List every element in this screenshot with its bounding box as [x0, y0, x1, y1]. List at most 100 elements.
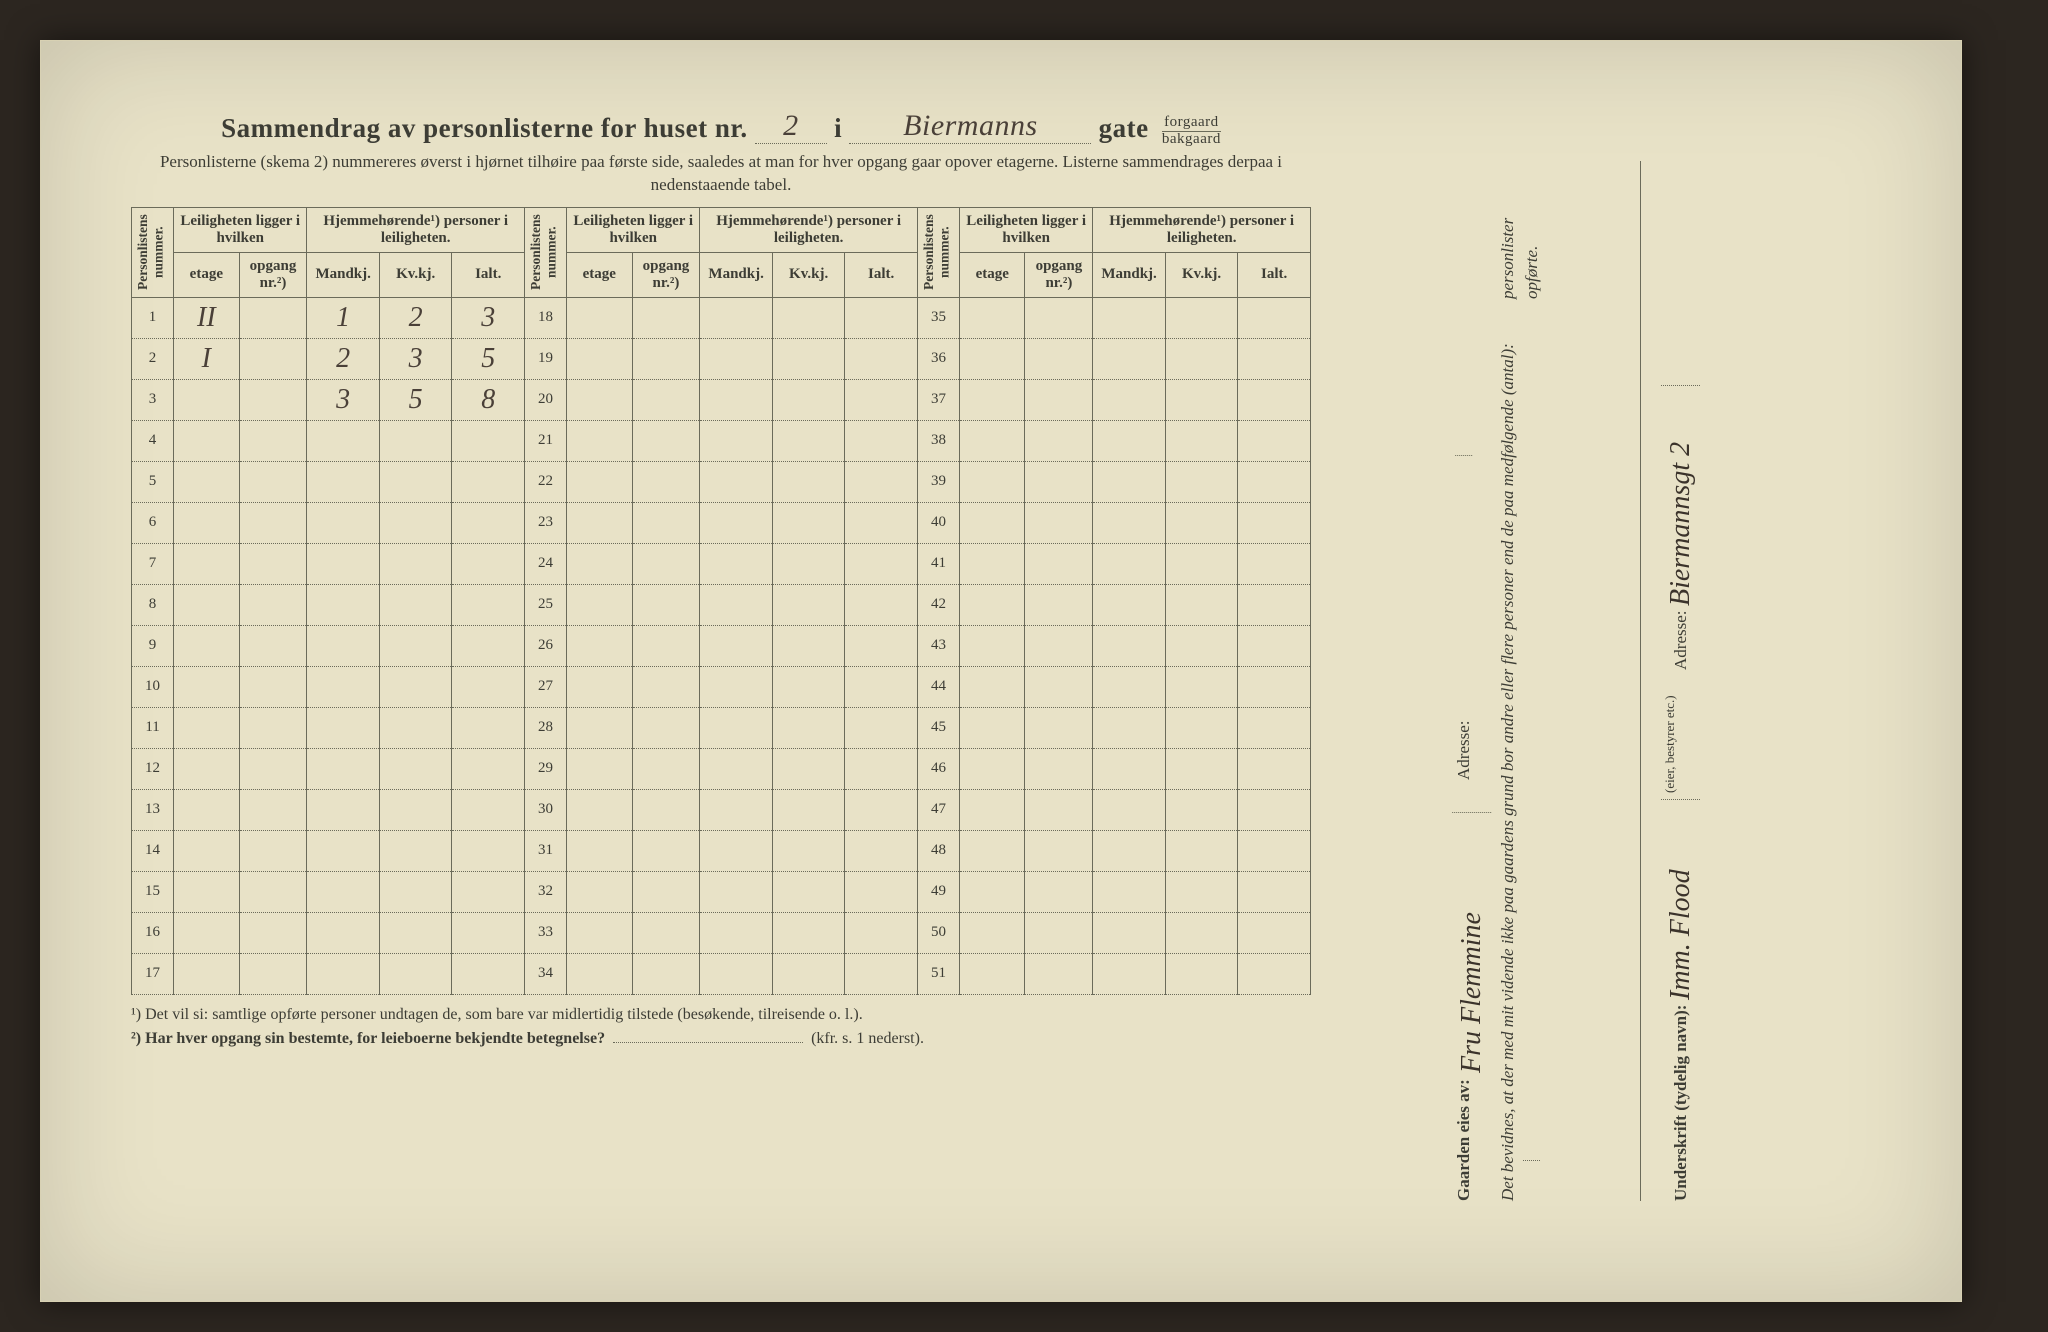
- sig-col-owner: Gaarden eies av: Fru Flemmine Adresse:: [1452, 161, 1491, 1201]
- cell: [174, 830, 239, 871]
- house-no: 2: [755, 109, 827, 144]
- handwritten-value: 5: [481, 343, 495, 374]
- cell: [1238, 461, 1311, 502]
- cell: [1165, 297, 1238, 338]
- cell: [1238, 584, 1311, 625]
- row-number: 21: [524, 420, 566, 461]
- cell: [1093, 502, 1166, 543]
- cell: [1025, 502, 1093, 543]
- cell: [772, 543, 845, 584]
- street-hand: Biermanns: [849, 109, 1091, 144]
- sig-col-bevidnes: Det bevidnes, at der med mit vidende ikk…: [1496, 161, 1641, 1201]
- row-number: 27: [524, 666, 566, 707]
- cell: [960, 912, 1025, 953]
- row-number: 29: [524, 748, 566, 789]
- footnote-2-blank: [613, 1042, 803, 1043]
- cell: [960, 584, 1025, 625]
- cell: [1165, 789, 1238, 830]
- bevidnes-blank: [1523, 1160, 1540, 1201]
- cell: [567, 707, 632, 748]
- row-number: 39: [917, 461, 959, 502]
- cell: [632, 338, 700, 379]
- table-row: 62340: [132, 502, 1311, 543]
- cell: [1165, 625, 1238, 666]
- cell: [632, 502, 700, 543]
- col-etage-1: etage: [174, 252, 239, 297]
- cell: [239, 461, 307, 502]
- cell: 2: [307, 338, 380, 379]
- row-number: 47: [917, 789, 959, 830]
- form-content: Sammendrag av personlisterne for huset n…: [131, 111, 1311, 1052]
- subtitle: Personlisterne (skema 2) nummereres øver…: [131, 151, 1311, 197]
- col-hjem-1: Hjemmehørende¹) personer i leiligheten.: [307, 207, 525, 252]
- cell: [845, 543, 918, 584]
- cell: [307, 502, 380, 543]
- cell: [452, 953, 525, 994]
- cell: [379, 666, 452, 707]
- cell: [174, 420, 239, 461]
- cell: [700, 379, 773, 420]
- col-leil-3: Leiligheten ligger i hvilken: [960, 207, 1093, 252]
- underskrift-hand: Imm. Flood: [1661, 799, 1700, 1000]
- table-row: 72441: [132, 543, 1311, 584]
- table-row: 102744: [132, 666, 1311, 707]
- row-number: 35: [917, 297, 959, 338]
- cell: [379, 912, 452, 953]
- cell: [174, 789, 239, 830]
- cell: [567, 502, 632, 543]
- table-row: 92643: [132, 625, 1311, 666]
- cell: [307, 912, 380, 953]
- cell: [632, 871, 700, 912]
- cell: [1025, 461, 1093, 502]
- col-mandkj-1: Mandkj.: [307, 252, 380, 297]
- cell: [845, 748, 918, 789]
- cell: [1025, 543, 1093, 584]
- cell: [1165, 379, 1238, 420]
- row-number: 11: [132, 707, 174, 748]
- cell: [632, 953, 700, 994]
- col-leil-2: Leiligheten ligger i hvilken: [567, 207, 700, 252]
- cell: [960, 830, 1025, 871]
- cell: [1025, 666, 1093, 707]
- cell: [174, 666, 239, 707]
- eier-note: (eier, bestyrer etc.): [1661, 696, 1801, 794]
- handwritten-value: 2: [336, 343, 350, 374]
- footnotes: ¹) Det vil si: samtlige opførte personer…: [131, 1003, 1311, 1053]
- cell: [700, 461, 773, 502]
- owner-hand: Fru Flemmine: [1452, 812, 1491, 1073]
- cell: [1025, 953, 1093, 994]
- sig-col-underskrift: Underskrift (tydelig navn): Imm. Flood (…: [1661, 161, 1801, 1201]
- col-leil-1: Leiligheten ligger i hvilken: [174, 207, 307, 252]
- cell: [567, 461, 632, 502]
- cell: [1165, 338, 1238, 379]
- cell: [845, 912, 918, 953]
- row-number: 31: [524, 830, 566, 871]
- row-number: 16: [132, 912, 174, 953]
- cell: [1165, 871, 1238, 912]
- cell: [239, 953, 307, 994]
- title-prefix: Sammendrag av personlisterne for huset n…: [221, 113, 748, 143]
- cell: [1165, 502, 1238, 543]
- bevidnes-text: Det bevidnes, at der med mit vidende ikk…: [1498, 343, 1517, 1201]
- cell: [1025, 625, 1093, 666]
- cell: [379, 584, 452, 625]
- row-number: 51: [917, 953, 959, 994]
- table-row: 52239: [132, 461, 1311, 502]
- handwritten-value: 3: [336, 384, 350, 415]
- cell: [1093, 666, 1166, 707]
- cell: [772, 830, 845, 871]
- row-number: 28: [524, 707, 566, 748]
- table-body: 1II12318352I2351936335820374213852239623…: [132, 297, 1311, 994]
- handwritten-value: II: [197, 302, 216, 333]
- cell: [1165, 584, 1238, 625]
- cell: [379, 953, 452, 994]
- cell: [1093, 830, 1166, 871]
- cell: [772, 420, 845, 461]
- cell: [1238, 543, 1311, 584]
- cell: [239, 420, 307, 461]
- cell: [700, 707, 773, 748]
- cell: [1238, 502, 1311, 543]
- cell: [960, 379, 1025, 420]
- cell: [452, 871, 525, 912]
- cell: [772, 461, 845, 502]
